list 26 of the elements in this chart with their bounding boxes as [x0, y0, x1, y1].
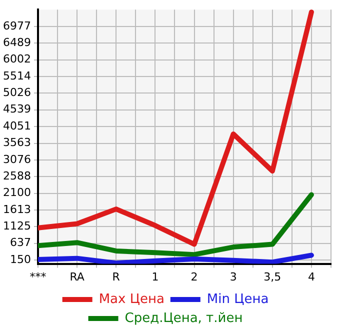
- x-tick-label: 3,5: [264, 270, 282, 284]
- y-tick-label: 637: [10, 236, 31, 250]
- y-tick-label: 4539: [2, 102, 31, 116]
- y-tick-label: 5026: [2, 86, 31, 100]
- y-tick-label: 2588: [2, 169, 31, 182]
- x-tick-label: ***: [30, 270, 47, 284]
- x-tick-label: RA: [70, 270, 85, 284]
- y-tick-label: 2100: [2, 186, 31, 200]
- x-tick-label: 2: [190, 270, 198, 284]
- x-tick-label: R: [112, 270, 120, 284]
- y-tick-label: 6977: [2, 19, 31, 32]
- legend-label: Min Цена: [206, 292, 269, 307]
- legend-label: Max Цена: [98, 292, 164, 307]
- x-tick-label: 4: [308, 270, 315, 284]
- y-tick-label: 1613: [2, 202, 31, 216]
- y-tick-label: 3563: [2, 136, 31, 150]
- y-tick-label: 6002: [2, 52, 31, 66]
- y-tick-label: 4051: [2, 119, 31, 132]
- y-tick-label: 6489: [2, 36, 31, 50]
- legend-label: Сред.Цена, т.йен: [124, 310, 243, 326]
- x-tick-label: 1: [152, 270, 159, 284]
- y-tick-label: 1125: [2, 220, 31, 233]
- x-tick-label: 3: [230, 270, 237, 284]
- y-tick-label: 5514: [2, 69, 31, 82]
- y-tick-label: 150: [10, 252, 31, 266]
- y-tick-label: 3076: [2, 152, 31, 166]
